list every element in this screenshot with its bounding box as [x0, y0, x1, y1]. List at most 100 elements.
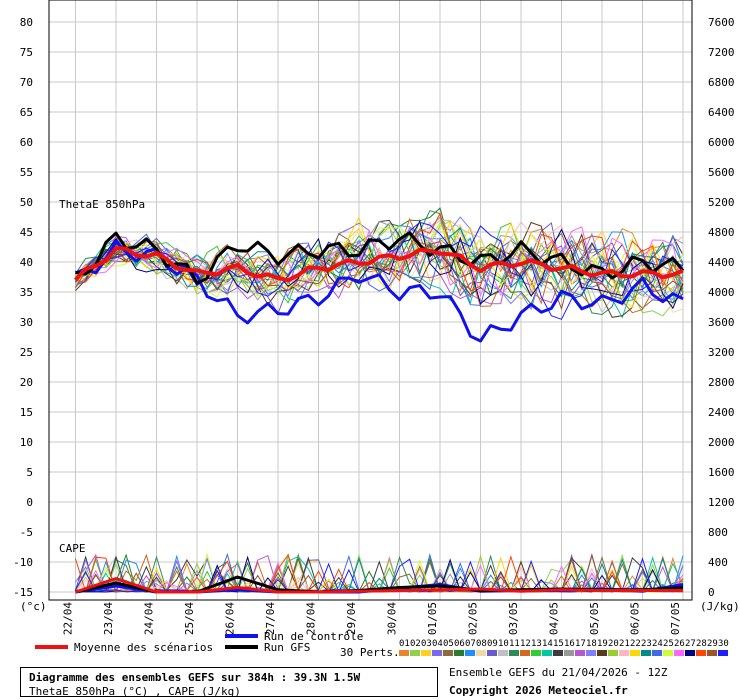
y-axis-right: 7600720068006400600056005200480044004000…: [708, 16, 735, 599]
member-number: 24: [652, 639, 663, 649]
member-number: 20: [608, 639, 619, 649]
member-number: 25: [663, 639, 674, 649]
y-tick-label-right: 2000: [708, 436, 735, 449]
member-swatch: [674, 650, 684, 656]
y-tick-label-left: 5: [26, 466, 33, 479]
x-tick-label: 07/05: [669, 602, 682, 635]
x-tick-label: 28/04: [305, 602, 318, 635]
member-number: 26: [674, 639, 685, 649]
member-swatch: [509, 650, 519, 656]
x-tick-label: 30/04: [386, 602, 399, 635]
x-tick-label: 04/05: [548, 602, 561, 635]
x-tick-label: 27/04: [264, 602, 277, 635]
member-number: 29: [707, 639, 718, 649]
member-number: 04: [432, 639, 443, 649]
x-tick-label: 06/05: [629, 602, 642, 635]
member-number: 08: [476, 639, 487, 649]
series-line-moyenne-des-sc-narios: [74, 246, 684, 283]
member-swatch: [498, 650, 508, 656]
member-swatch: [487, 650, 497, 656]
y-tick-label-right: 4800: [708, 226, 735, 239]
info-subtitle: ThetaE 850hPa (°C) , CAPE (J/kg): [29, 685, 241, 698]
series-line-run-de-contr-le: [74, 240, 684, 343]
y-tick-label-left: 40: [20, 256, 33, 269]
y-tick-label-left: 15: [20, 406, 33, 419]
y-tick-label-left: 70: [20, 76, 33, 89]
member-number: 07: [465, 639, 476, 649]
x-axis-labels: 22/04 23/04 24/04 25/04 26/04 27/04 28/04 29/04…: [62, 602, 683, 635]
member-swatch: [443, 650, 453, 656]
member-swatch: [597, 650, 607, 656]
member-number: 19: [597, 639, 608, 649]
plot-frame: [48, 0, 693, 601]
member-number: 01: [399, 639, 410, 649]
member-swatch: [531, 650, 541, 656]
member-number: 09: [487, 639, 498, 649]
y-tick-label-right: 6000: [708, 136, 735, 149]
member-swatch: [399, 650, 409, 656]
member-swatch: [575, 650, 585, 656]
x-tick-label: 24/04: [143, 602, 156, 635]
y-tick-label-left: 50: [20, 196, 33, 209]
y-tick-label-right: 6400: [708, 106, 735, 119]
y-tick-label-right: 7600: [708, 16, 735, 29]
member-number: 22: [630, 639, 641, 649]
member-number: 14: [542, 639, 553, 649]
member-legend: 01 02 03 04 05 06 07 08 09 10 11 12 13 14 15 16 17 18 19 20…: [399, 639, 729, 656]
member-swatch: [663, 650, 673, 656]
y-tick-label-left: 10: [20, 436, 33, 449]
member-swatch: [432, 650, 442, 656]
legend-mean-label: Moyenne des scénarios: [74, 641, 213, 654]
member-swatch: [553, 650, 563, 656]
y-tick-label-left: 20: [20, 376, 33, 389]
member-swatch: [465, 650, 475, 656]
legend-control-label: Run de contrôle: [264, 630, 363, 643]
member-number: 13: [531, 639, 542, 649]
member-number: 27: [685, 639, 696, 649]
y-tick-label-right: 0: [708, 586, 715, 599]
y-tick-label-left: 55: [20, 166, 33, 179]
member-line: [75, 241, 684, 319]
y-tick-label-left: 30: [20, 316, 33, 329]
cape-line-moyenne-des-sc-narios: [75, 577, 683, 594]
x-tick-label: 01/05: [426, 602, 439, 635]
y-tick-label-right: 7200: [708, 46, 735, 59]
thetae-label: ThetaE 850hPa: [59, 198, 145, 211]
y-tick-label-right: 2800: [708, 376, 735, 389]
y-tick-label-right: 5200: [708, 196, 735, 209]
y-tick-label-right: 800: [708, 526, 728, 539]
y-tick-label-right: 1600: [708, 466, 735, 479]
y-tick-label-left: 45: [20, 226, 33, 239]
x-tick-label: 03/05: [507, 602, 520, 635]
legend-perts-label: 30 Perts.: [340, 646, 400, 659]
member-number: 05: [443, 639, 454, 649]
x-tick-label: 29/04: [345, 602, 358, 635]
member-swatch: [454, 650, 464, 656]
member-number: 10: [498, 639, 509, 649]
y-tick-label-right: 400: [708, 556, 728, 569]
info-title: Diagramme des ensembles GEFS sur 384h : …: [29, 671, 361, 684]
member-number: 23: [641, 639, 652, 649]
x-tick-label: 22/04: [62, 602, 75, 635]
member-number: 30: [718, 639, 729, 649]
member-number: 17: [575, 639, 586, 649]
y-tick-label-right: 3600: [708, 316, 735, 329]
y-tick-label-left: 65: [20, 106, 33, 119]
y-tick-label-right: 3200: [708, 346, 735, 359]
member-swatch: [685, 650, 695, 656]
member-swatch: [476, 650, 486, 656]
y-tick-label-left: 80: [20, 16, 33, 29]
y-tick-label-right: 4400: [708, 256, 735, 269]
cape-label: CAPE: [59, 542, 86, 555]
member-swatch: [641, 650, 651, 656]
member-swatch: [718, 650, 728, 656]
member-swatch: [696, 650, 706, 656]
member-swatch: [630, 650, 640, 656]
x-tick-label: 26/04: [224, 602, 237, 635]
y-tick-label-left: 25: [20, 346, 33, 359]
member-swatch: [421, 650, 431, 656]
member-swatch: [542, 650, 552, 656]
run-info: Ensemble GEFS du 21/04/2026 - 12Z: [449, 666, 668, 679]
y-tick-label-left: 35: [20, 286, 33, 299]
